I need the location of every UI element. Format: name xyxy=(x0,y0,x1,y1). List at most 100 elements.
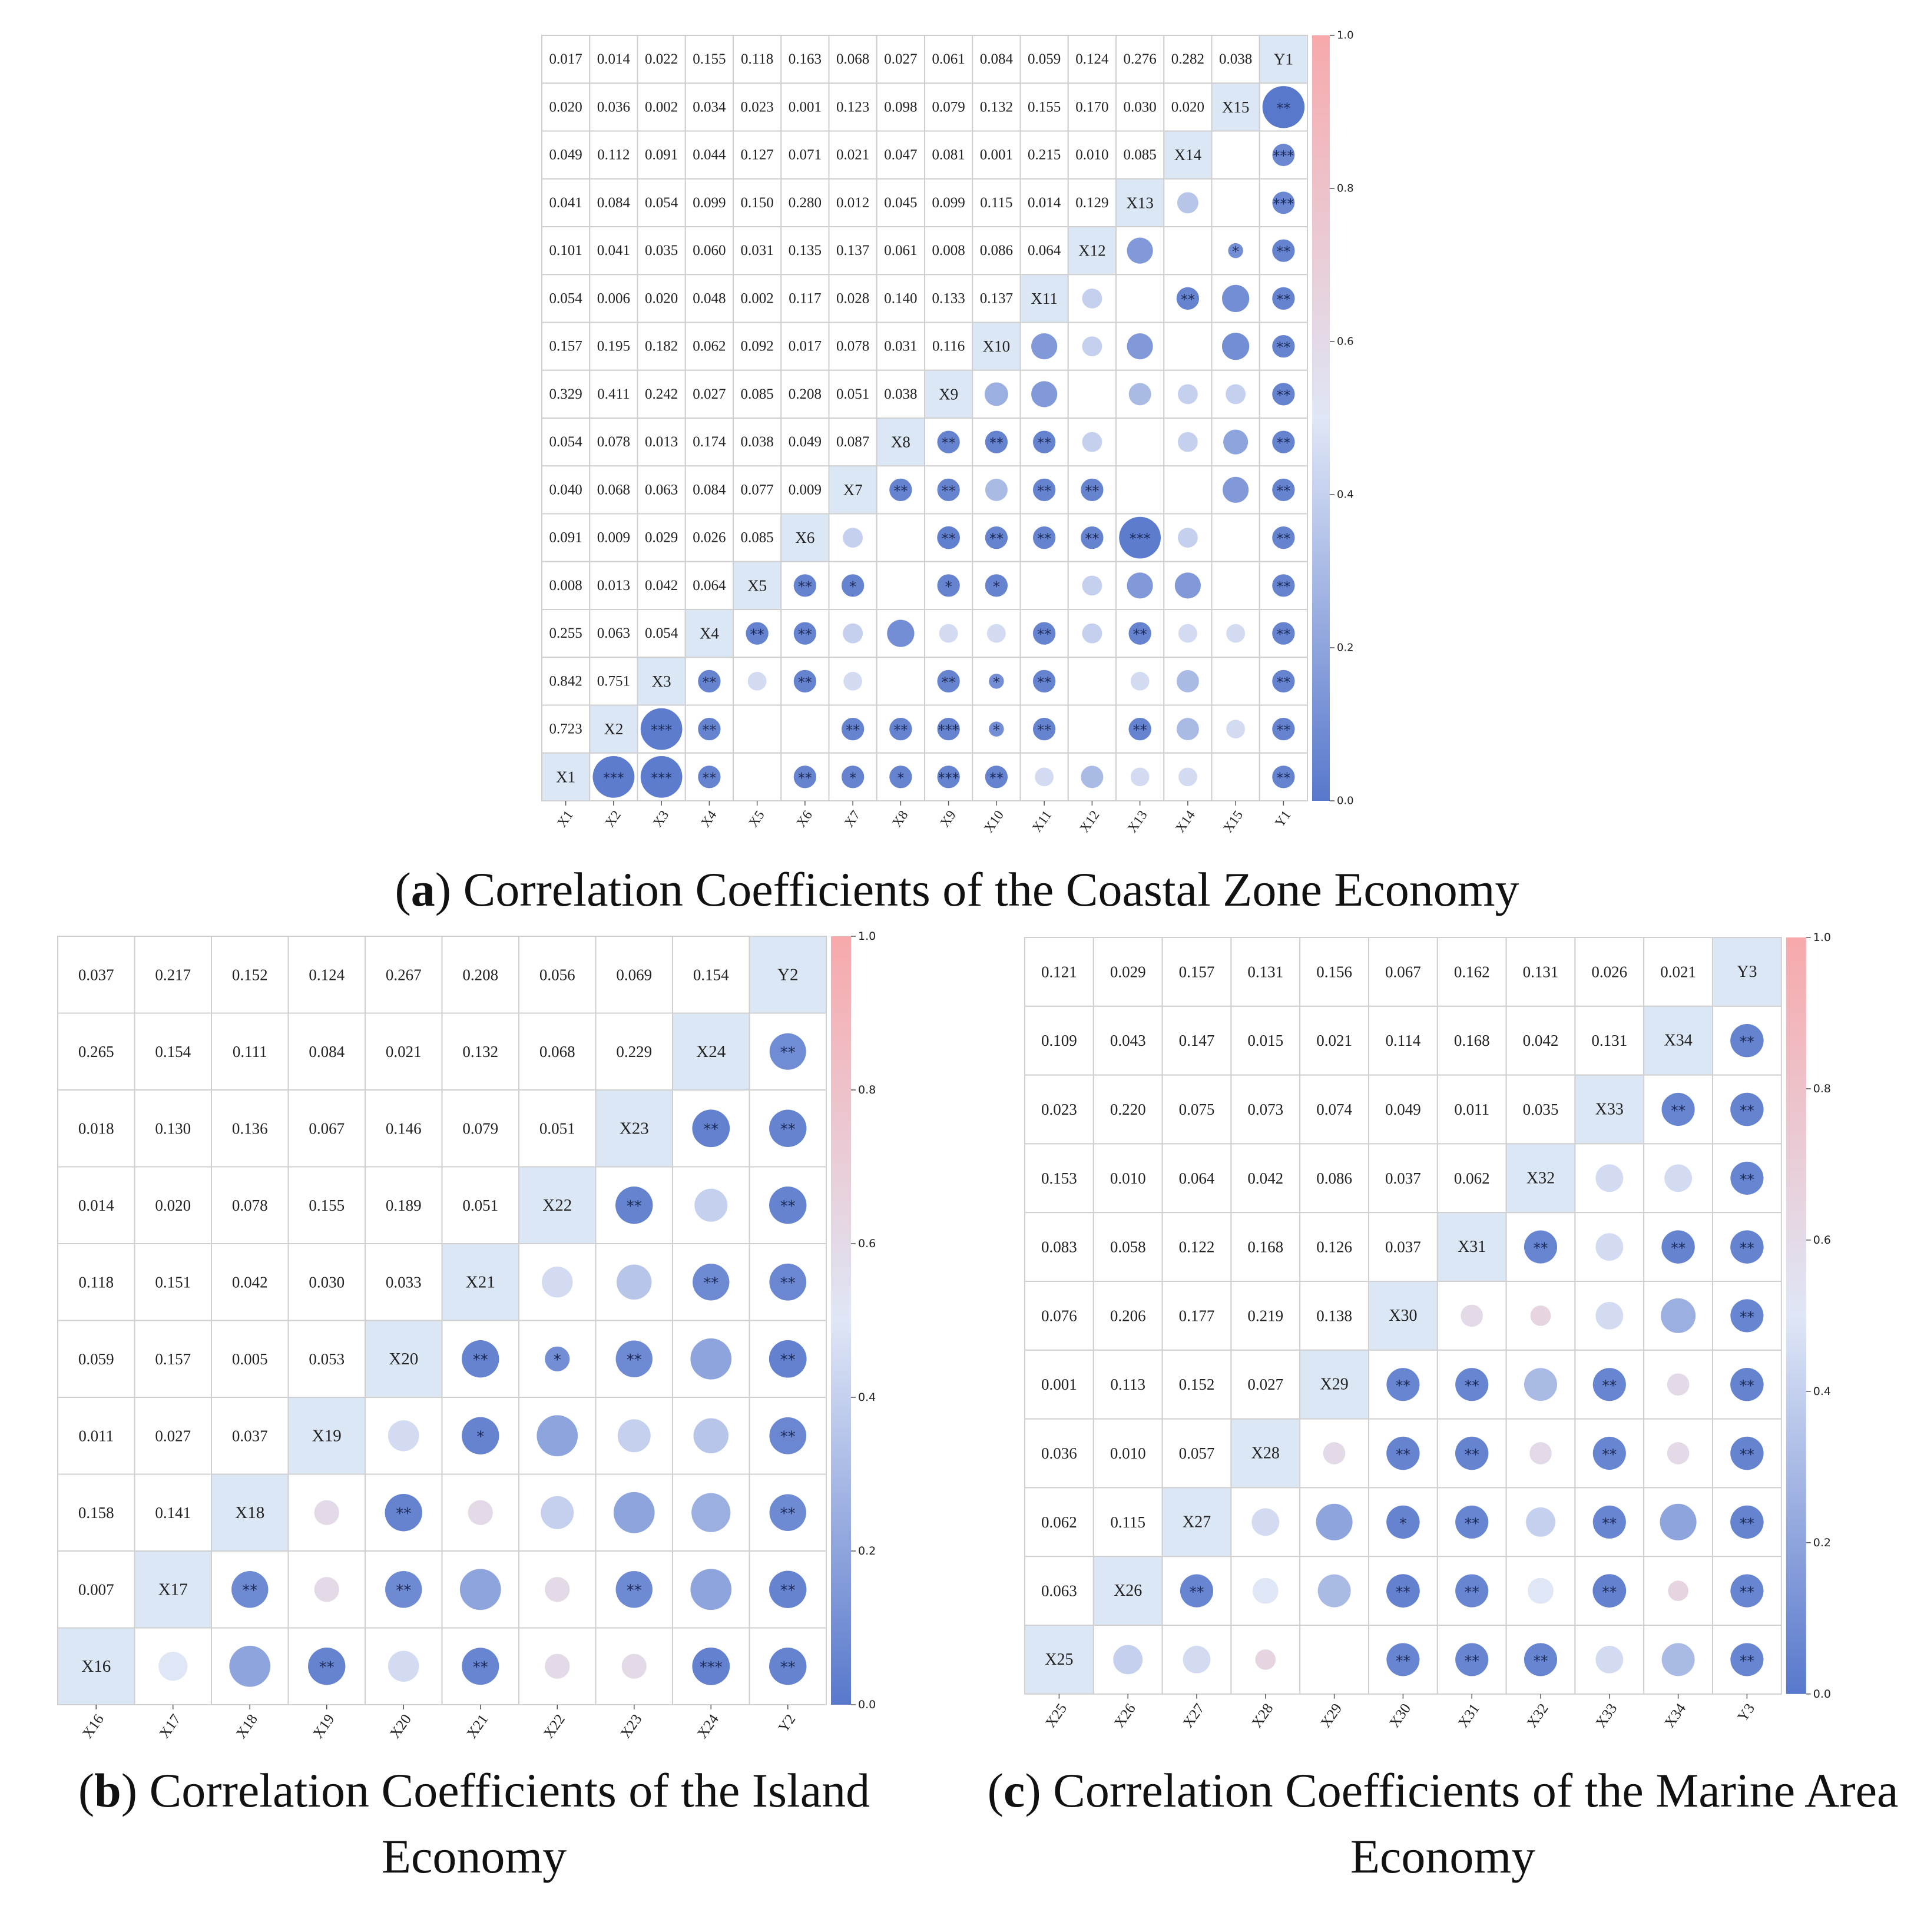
colorbar-tick-label: 0.8 xyxy=(1813,1082,1831,1095)
grid-cell xyxy=(1024,1005,1094,1076)
correlation-value: 0.010 xyxy=(1075,147,1108,163)
diagonal-cell xyxy=(1643,1005,1713,1076)
correlation-value: 0.111 xyxy=(233,1043,267,1061)
correlation-value: 0.131 xyxy=(1247,963,1283,980)
correlation-circle xyxy=(385,1494,422,1532)
correlation-circle xyxy=(793,574,817,597)
correlation-circle xyxy=(1223,476,1249,503)
correlation-circle xyxy=(843,528,863,548)
correlation-circle xyxy=(694,1188,728,1222)
correlation-circle xyxy=(985,526,1008,549)
correlation-value: 0.133 xyxy=(932,290,965,306)
grid-cell xyxy=(589,465,638,515)
significance-stars: ** xyxy=(1085,531,1099,547)
correlation-value: 0.027 xyxy=(884,51,917,67)
diagonal-label: X13 xyxy=(1126,194,1154,211)
significance-stars: * xyxy=(993,578,1000,595)
grid-cell xyxy=(287,1320,366,1398)
colorbar xyxy=(831,936,851,1705)
grid-cell xyxy=(972,226,1021,276)
x-tick-label: X4 xyxy=(698,807,720,830)
correlation-value: 0.017 xyxy=(789,339,822,354)
significance-stars: * xyxy=(993,674,1000,691)
correlation-circle xyxy=(462,1340,499,1378)
correlation-value: 0.018 xyxy=(78,1119,114,1137)
correlation-value: 0.021 xyxy=(1660,963,1696,980)
correlation-value: 0.156 xyxy=(1316,963,1352,980)
correlation-value: 0.151 xyxy=(155,1273,191,1291)
correlation-circle xyxy=(1252,1578,1279,1604)
significance-stars: ** xyxy=(702,674,716,691)
correlation-circle xyxy=(889,478,912,502)
grid-cell xyxy=(972,130,1021,180)
correlation-circle xyxy=(1455,1643,1489,1676)
correlation-value: 0.051 xyxy=(539,1119,575,1137)
correlation-value: 0.137 xyxy=(836,243,869,259)
grid-cell xyxy=(876,35,925,84)
correlation-circle xyxy=(693,1418,728,1453)
correlation-circle xyxy=(1730,1505,1764,1539)
correlation-circle xyxy=(314,1500,339,1525)
grid-cell xyxy=(637,322,686,371)
grid-cell xyxy=(211,936,289,1014)
correlation-circle xyxy=(1730,1230,1764,1264)
correlation-value: 0.155 xyxy=(309,1197,345,1214)
significance-stars: * xyxy=(849,770,856,786)
significance-stars: ** xyxy=(1740,1240,1754,1257)
significance-stars: ** xyxy=(1037,531,1051,547)
caption-text: Correlation Coefficients of the Coastal … xyxy=(463,863,1519,916)
correlation-value: 0.062 xyxy=(1041,1513,1077,1531)
grid-cell xyxy=(1019,226,1069,276)
grid-cell xyxy=(1161,1418,1232,1489)
significance-stars: ** xyxy=(1276,722,1290,738)
grid-cell xyxy=(57,1166,135,1244)
grid-cell xyxy=(733,130,782,180)
significance-stars: ** xyxy=(1740,1102,1754,1119)
grid-cell xyxy=(684,130,734,180)
grid-cell xyxy=(733,82,782,132)
grid-cell xyxy=(1092,937,1163,1007)
correlation-value: 0.035 xyxy=(645,243,678,259)
correlation-value: 0.036 xyxy=(1041,1444,1077,1462)
correlation-circle xyxy=(1660,1503,1697,1540)
significance-stars: ** xyxy=(473,1659,488,1676)
grid-cell xyxy=(134,1166,212,1244)
correlation-value: 0.042 xyxy=(1247,1169,1283,1187)
correlation-value: 0.138 xyxy=(1316,1307,1352,1324)
grid-cell xyxy=(1067,35,1117,84)
correlation-circle xyxy=(1130,671,1150,691)
correlation-value: 0.132 xyxy=(462,1043,498,1061)
correlation-value: 0.047 xyxy=(884,147,917,163)
grid-cell xyxy=(1163,226,1213,276)
grid-cell xyxy=(134,1397,212,1475)
diagonal-cell xyxy=(672,1012,750,1091)
grid-cell xyxy=(1299,937,1370,1007)
significance-stars: *** xyxy=(938,770,959,786)
correlation-value: 0.051 xyxy=(462,1197,498,1214)
significance-stars: ** xyxy=(1037,435,1051,452)
correlation-value: 0.086 xyxy=(980,243,1013,259)
grid-cell xyxy=(287,1012,366,1091)
correlation-circle xyxy=(615,1187,653,1224)
significance-stars: ** xyxy=(1534,1240,1548,1257)
diagonal-label: X3 xyxy=(652,672,671,690)
diagonal-label: X6 xyxy=(795,529,814,546)
significance-stars: ** xyxy=(1740,1446,1754,1463)
correlation-value: 0.021 xyxy=(1316,1032,1352,1049)
correlation-circle xyxy=(769,1033,806,1070)
significance-stars: ** xyxy=(798,578,812,595)
significance-stars: ** xyxy=(893,483,908,499)
x-tick-label: X20 xyxy=(387,1712,415,1742)
correlation-circle xyxy=(692,1647,730,1685)
x-tick-label: X26 xyxy=(1111,1701,1139,1731)
correlation-circle xyxy=(613,1492,655,1533)
correlation-circle xyxy=(1178,767,1197,787)
correlation-value: 0.150 xyxy=(741,195,774,211)
diagonal-label: Y3 xyxy=(1737,963,1757,981)
grid-cell xyxy=(1368,1005,1438,1076)
x-tick-label: X27 xyxy=(1180,1701,1208,1731)
correlation-circle xyxy=(1174,572,1201,599)
correlation-value: 0.115 xyxy=(980,195,1012,211)
correlation-value: 0.021 xyxy=(836,147,869,163)
correlation-circle xyxy=(545,1577,570,1602)
